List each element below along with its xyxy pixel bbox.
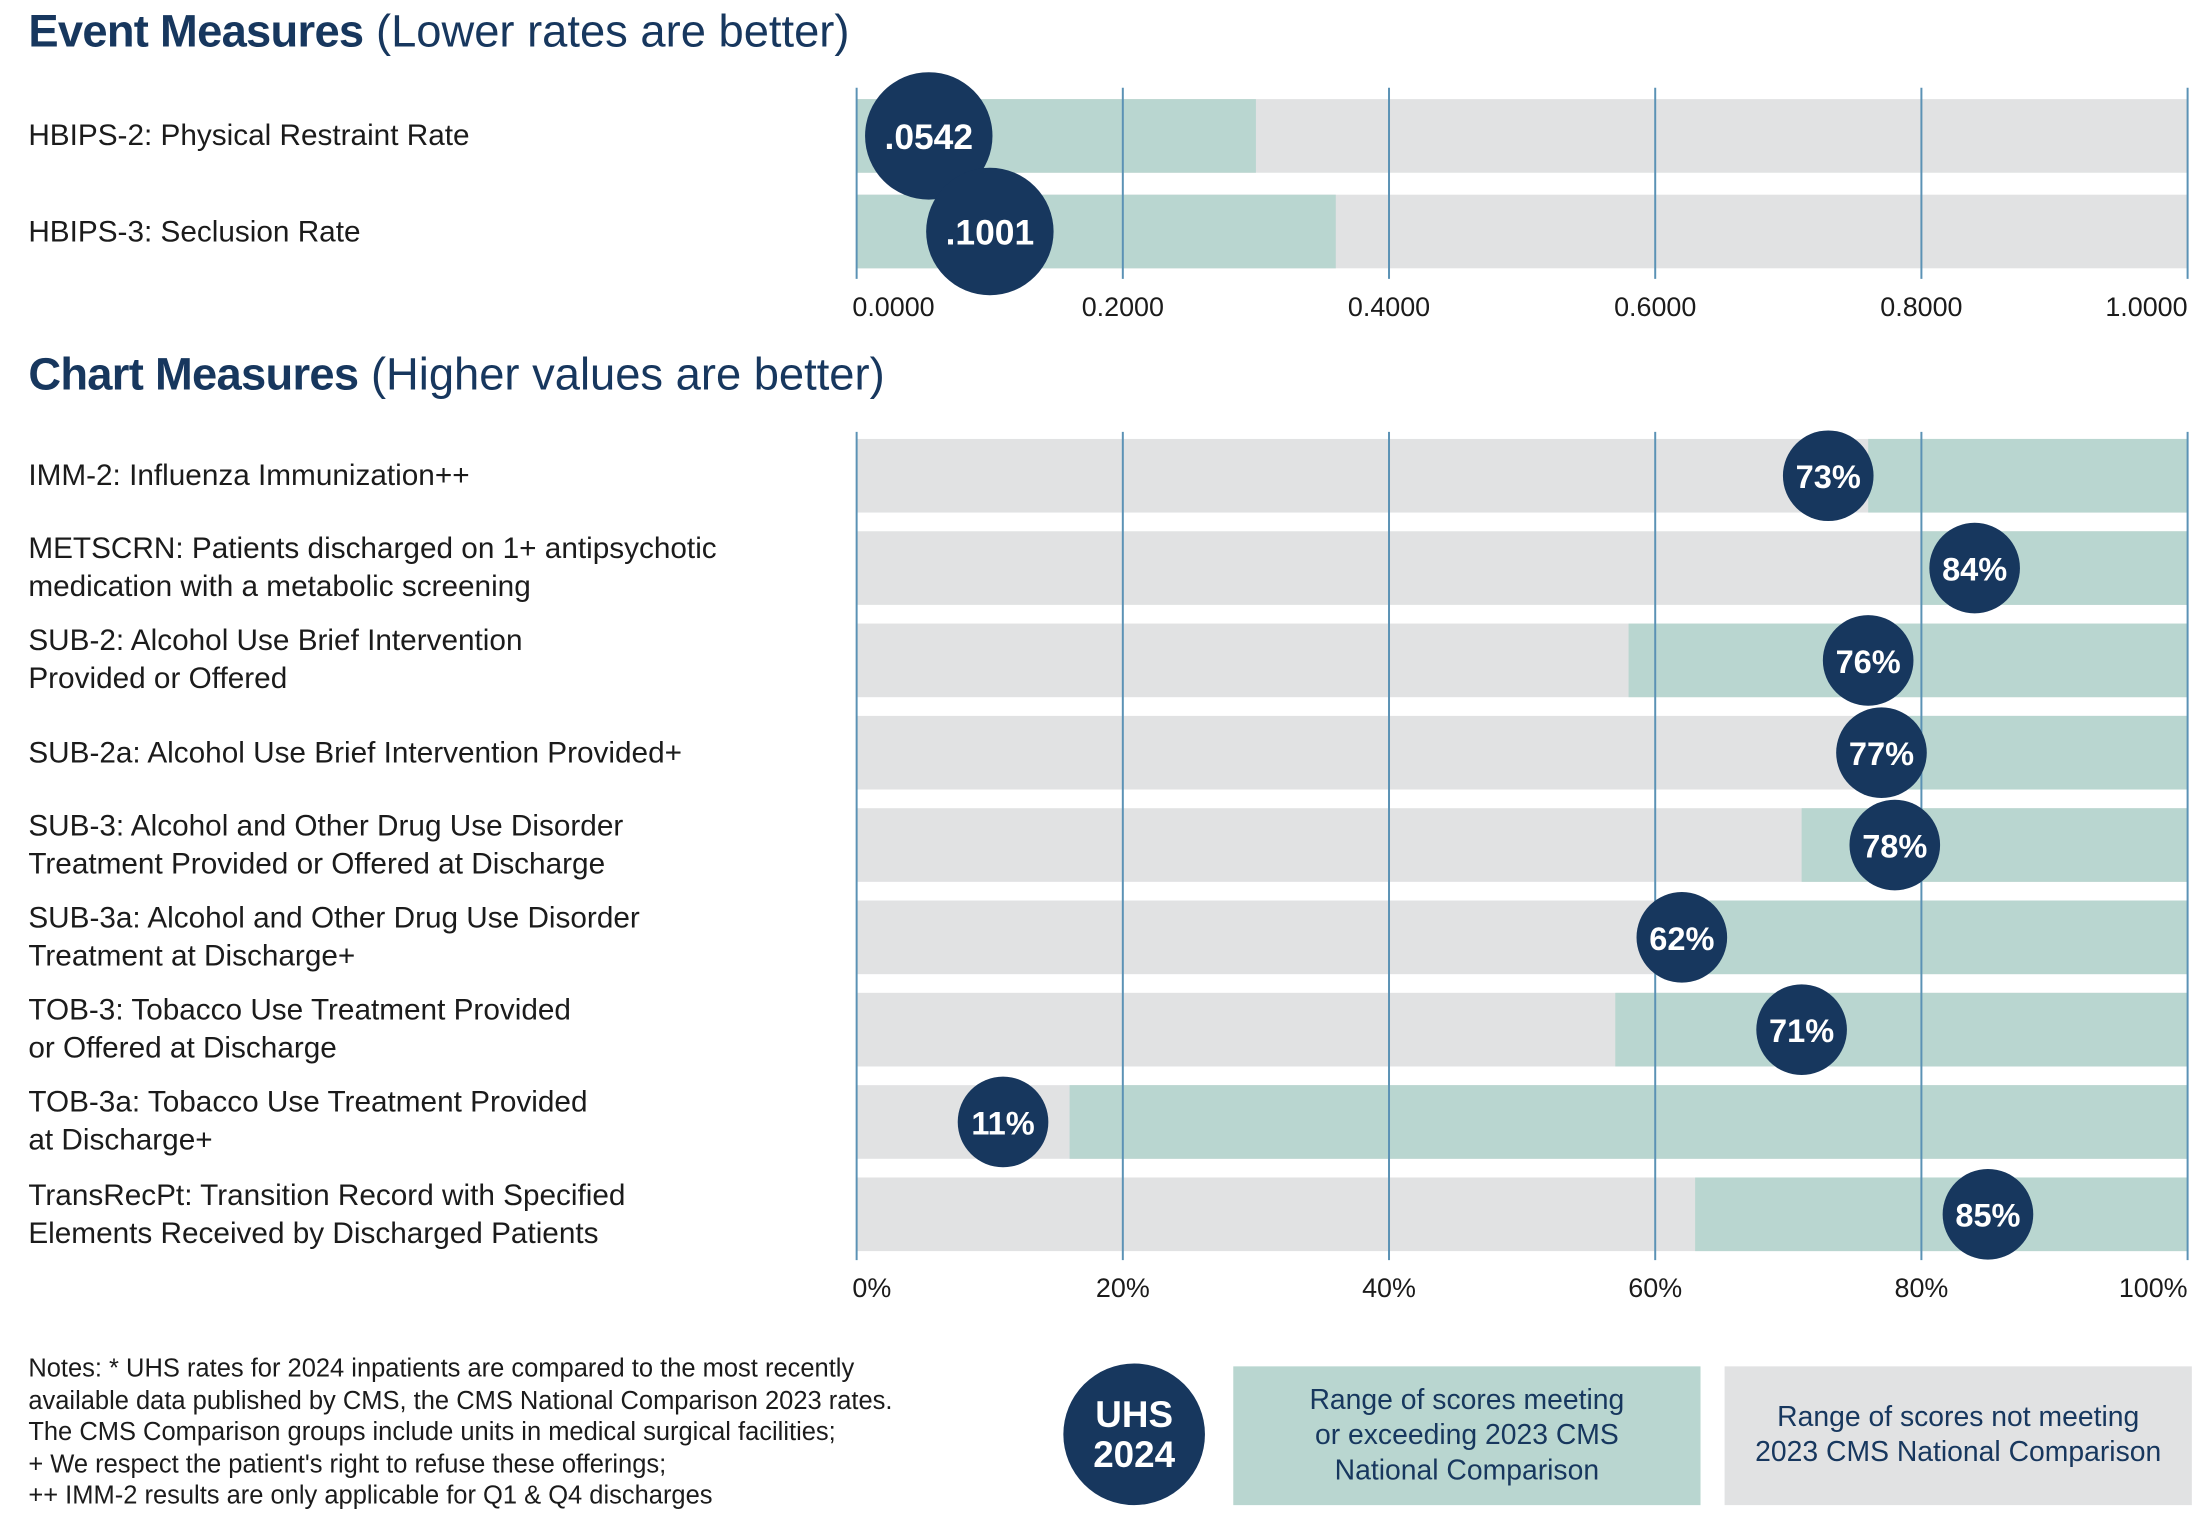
benchmark-range [1668,900,2188,975]
value-label: 85% [1955,1198,2020,1234]
category-label: IMM-2: Influenza Immunization++ [28,459,470,493]
uhs-dot [1849,799,1941,891]
x-tick-label: 1.0000 [2105,292,2187,322]
benchmark-range [1695,1177,2188,1252]
uhs-dot [1782,430,1874,522]
x-tick-label: 80% [1894,1273,1948,1303]
x-tick-label: 20% [1096,1273,1150,1303]
value-label: .1001 [946,213,1035,252]
value-label: 62% [1649,921,1714,957]
note-line: + We respect the patient's right to refu… [28,1449,667,1478]
value-label: .0542 [885,118,974,157]
benchmark-range [1868,438,2188,513]
value-label: 11% [971,1105,1034,1141]
notes: Notes: * UHS rates for 2024 inpatients a… [28,1352,892,1512]
category-label: SUB-2: Alcohol Use Brief Intervention Pr… [28,624,523,696]
x-tick-label: 0.0000 [852,292,934,322]
category-label: SUB-2a: Alcohol Use Brief Intervention P… [28,736,683,769]
category-label: TransRecPt: Transition Record with Speci… [28,1178,626,1250]
uhs-dot [865,72,993,200]
title-bold: Event Measures [28,5,364,57]
uhs-dot [957,1076,1049,1168]
chart-title: Event Measures (Lower rates are better) [28,6,849,58]
x-tick-label: 0.2000 [1082,292,1164,322]
value-label: 76% [1836,644,1901,680]
value-label: 73% [1796,459,1861,495]
category-label: TOB-3a: Tobacco Use Treatment Provided a… [28,1086,588,1158]
uhs-dot [926,167,1054,296]
x-tick-label: 40% [1362,1273,1416,1303]
x-tick-label: 0.6000 [1614,292,1696,322]
x-tick-label: 100% [2119,1273,2188,1303]
value-label: 84% [1942,551,2007,587]
subtitle: (Higher values are better) [370,348,885,400]
chart-title: Chart Measures (Higher values are better… [28,348,884,400]
legend-meeting: Range of scores meeting or exceeding 202… [1233,1366,1701,1506]
uhs-dot [1636,892,1728,983]
x-tick-label: 0.8000 [1880,292,1962,322]
note-line: available data published by CMS, the CMS… [28,1385,893,1414]
category-label: HBIPS-2: Physical Restraint Rate [28,119,470,153]
value-label: 78% [1862,828,1927,864]
title-bold: Chart Measures [28,348,359,400]
subtitle: (Lower rates are better) [376,5,850,57]
category-label: TOB-3: Tobacco Use Treatment Provided or… [28,994,571,1066]
value-label: 77% [1849,736,1914,772]
note-line: ++ IMM-2 results are only applicable for… [28,1481,713,1510]
benchmark-range [1069,1085,2188,1159]
x-tick-label: 60% [1628,1273,1682,1303]
note-line: The CMS Comparison groups include units … [28,1417,836,1446]
benchmark-range [1615,992,2188,1067]
uhs-dot [1756,984,1847,1075]
category-label: HBIPS-3: Seclusion Rate [28,215,361,248]
legend-not-meeting: Range of scores not meeting 2023 CMS Nat… [1724,1366,2192,1506]
uhs-dot [1836,707,1927,799]
note-line: Notes: * UHS rates for 2024 inpatients a… [28,1353,855,1382]
category-label: METSCRN: Patients discharged on 1+ antip… [28,532,717,604]
uhs-dot [1929,522,2020,614]
uhs-dot [1822,615,1914,706]
legend-uhs-marker: UHS 2024 [1063,1363,1205,1506]
x-tick-label: 0% [852,1273,891,1303]
category-label: SUB-3a: Alcohol and Other Drug Use Disor… [28,901,640,973]
uhs-dot [1942,1168,2034,1260]
value-label: 71% [1769,1013,1834,1049]
category-label: SUB-3: Alcohol and Other Drug Use Disord… [28,809,624,881]
x-tick-label: 0.4000 [1348,292,1430,322]
